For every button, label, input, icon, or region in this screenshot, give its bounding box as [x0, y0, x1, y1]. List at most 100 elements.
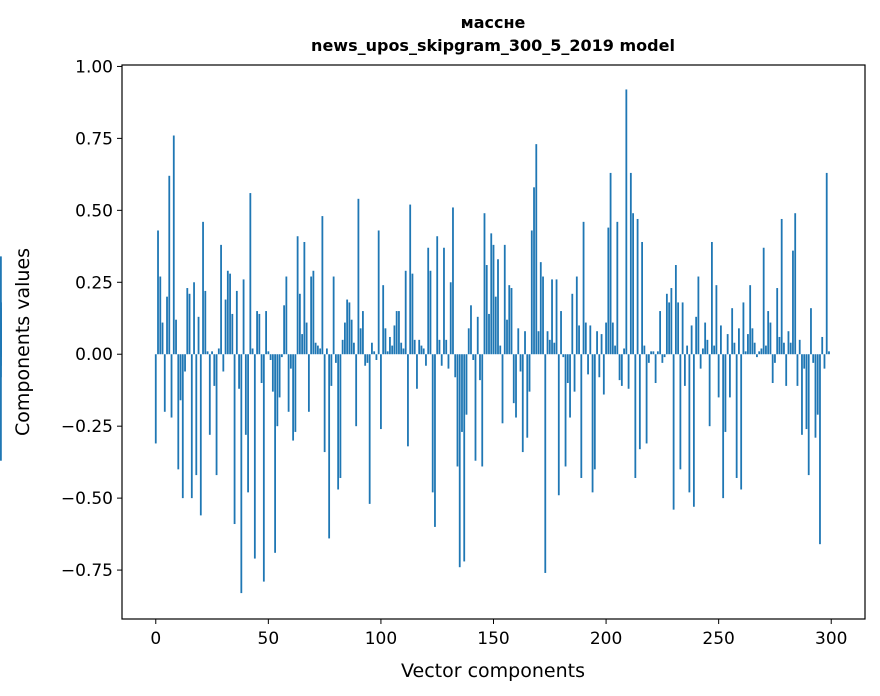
x-axis-ticks: 0 50 100 150 200 250 300	[150, 619, 847, 649]
bar	[220, 244, 222, 355]
bar	[638, 354, 641, 450]
bar	[175, 319, 177, 355]
bar	[298, 293, 301, 355]
bar	[578, 325, 580, 355]
bar	[508, 285, 511, 355]
y-tick-label: −0.25	[61, 417, 113, 437]
bar	[359, 328, 362, 355]
bar	[803, 354, 806, 369]
bar	[454, 354, 457, 378]
bar	[289, 354, 292, 369]
bar	[184, 354, 186, 372]
bar	[168, 175, 171, 355]
bar	[353, 342, 355, 355]
bar	[371, 342, 373, 355]
bar	[179, 354, 182, 401]
bar	[247, 354, 249, 493]
bar	[287, 354, 290, 412]
bar	[172, 135, 175, 355]
bar	[821, 336, 824, 355]
bar	[756, 354, 758, 358]
bar	[620, 354, 623, 386]
bar	[587, 354, 589, 375]
bar	[760, 348, 763, 355]
bar	[704, 322, 707, 355]
bars-group	[0, 89, 830, 594]
bar	[740, 354, 743, 490]
bar	[402, 348, 405, 355]
bar	[461, 354, 463, 432]
bar	[787, 331, 790, 355]
bar	[566, 354, 569, 384]
bar	[154, 354, 157, 444]
bar	[267, 351, 270, 355]
bar	[711, 241, 713, 355]
bar	[729, 354, 731, 398]
bar	[575, 276, 578, 355]
bar	[382, 285, 385, 355]
bar	[814, 354, 817, 438]
bar	[323, 354, 326, 453]
bar	[177, 354, 180, 470]
bar	[535, 144, 538, 355]
bar	[789, 342, 792, 355]
bar	[332, 276, 335, 355]
bar	[823, 354, 826, 369]
bar	[215, 354, 218, 476]
bar	[398, 311, 400, 355]
bar	[249, 193, 252, 355]
bar	[467, 328, 470, 355]
bar	[330, 354, 333, 386]
x-tick-label: 150	[477, 629, 509, 649]
bar	[235, 290, 238, 355]
bar	[643, 345, 646, 355]
bar	[512, 354, 515, 404]
bar	[776, 288, 779, 355]
bar	[749, 285, 752, 355]
bar	[607, 227, 610, 355]
bar	[713, 345, 716, 355]
bar	[427, 247, 430, 355]
bar	[161, 322, 164, 355]
y-axis-ticks: −0.75 −0.50 −0.25 0.00 0.25 0.50 0.75 1.00	[61, 57, 122, 581]
bar	[668, 302, 671, 355]
bar	[548, 339, 551, 355]
bar	[296, 236, 299, 355]
bar	[159, 276, 162, 355]
bar	[510, 288, 513, 355]
bar	[722, 354, 725, 499]
bar	[391, 345, 394, 355]
bar	[472, 354, 475, 360]
bar	[679, 354, 682, 470]
bar	[699, 354, 702, 369]
bar	[244, 354, 247, 435]
bar	[672, 354, 675, 510]
bar	[706, 339, 709, 355]
bar	[366, 354, 369, 363]
bar	[413, 339, 416, 355]
bar	[553, 342, 556, 355]
bar	[652, 351, 655, 355]
bar	[654, 354, 657, 384]
y-tick-label: 0.50	[75, 201, 113, 221]
bar	[301, 334, 304, 355]
bar	[530, 230, 533, 355]
bar	[625, 89, 628, 355]
bar	[418, 339, 421, 355]
bar	[499, 345, 502, 355]
bar	[395, 311, 398, 355]
bar	[256, 311, 258, 355]
bar	[393, 325, 396, 355]
bar	[258, 313, 261, 355]
bar	[591, 354, 594, 493]
bar	[724, 354, 727, 432]
bar	[380, 354, 382, 430]
bar	[341, 339, 344, 355]
bar	[629, 172, 632, 355]
bar	[828, 351, 830, 355]
bar	[600, 334, 603, 355]
bar	[641, 241, 643, 355]
bar	[170, 354, 173, 418]
bar	[355, 354, 358, 427]
